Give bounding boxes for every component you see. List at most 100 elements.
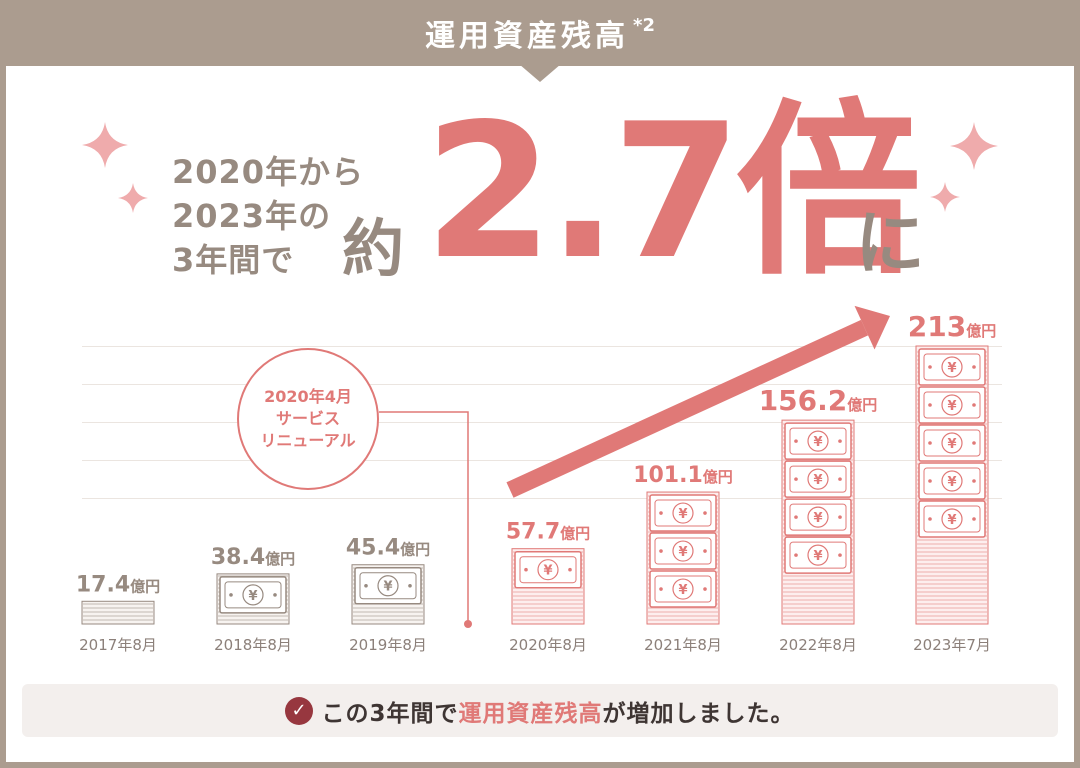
bar xyxy=(81,600,155,625)
footer-text-after: が増加しました。 xyxy=(602,700,795,727)
banknote-border xyxy=(519,556,577,584)
yen-symbol: ¥ xyxy=(813,473,822,488)
banknote-body xyxy=(918,424,986,462)
yen-symbol: ¥ xyxy=(947,475,956,490)
yen-banknote-icon: ¥ xyxy=(918,348,986,386)
yen-banknote-icon: ¥ xyxy=(784,498,852,536)
annotation-line-3: リニューアル xyxy=(260,431,356,450)
banknote-dot xyxy=(703,511,707,515)
yen-symbol: ¥ xyxy=(947,437,956,452)
gridline xyxy=(82,422,1002,423)
banknote-dot xyxy=(972,403,976,407)
banknote-medallion xyxy=(672,578,694,600)
banknote-dot xyxy=(928,365,932,369)
banknote-dot xyxy=(972,479,976,483)
headline-suffix: に xyxy=(855,202,925,284)
x-tick-label: 2018年8月 xyxy=(214,636,292,654)
banknote-body xyxy=(784,460,852,498)
yen-banknote-icon: ¥ xyxy=(649,570,717,608)
banknote-body xyxy=(354,566,422,605)
yen-banknote-icon: ¥ xyxy=(649,532,717,570)
yen-symbol: ¥ xyxy=(947,513,956,528)
headline-line-1: 2020年から xyxy=(172,153,365,191)
banknote-dot xyxy=(408,583,412,588)
banknote-border xyxy=(654,499,712,527)
banknote-border xyxy=(654,575,712,603)
banknote-dot xyxy=(659,587,663,591)
banknote-dot xyxy=(273,593,277,597)
annotation-line-2: サービス xyxy=(275,409,340,428)
headline-period: 2020年から 2023年の 3年間で xyxy=(172,150,372,282)
banknote-border xyxy=(224,581,282,609)
yen-symbol: ¥ xyxy=(947,399,956,414)
yen-symbol: ¥ xyxy=(248,589,257,604)
banknote-dot xyxy=(703,549,707,553)
yen-symbol: ¥ xyxy=(383,580,392,595)
banknote-medallion xyxy=(807,468,829,490)
banknote-dot xyxy=(524,567,528,572)
banknote-medallion xyxy=(377,575,399,597)
x-tick-label: 2019年8月 xyxy=(349,636,427,654)
bar-stack: ¥ xyxy=(351,564,425,625)
yen-banknote-icon: ¥ xyxy=(219,576,287,614)
banknote-dot xyxy=(568,567,572,572)
banknote-body xyxy=(514,550,582,589)
banknote-dot xyxy=(838,553,842,557)
yen-symbol: ¥ xyxy=(813,435,822,450)
banknote-dot xyxy=(928,441,932,445)
header-notch xyxy=(519,64,561,82)
footer-text-before: この3年間で xyxy=(321,700,459,727)
title-text: 運用資産残高 xyxy=(425,19,630,54)
banknote-medallion xyxy=(807,430,829,452)
yen-banknote-icon: ¥ xyxy=(649,494,717,532)
headline-line-3: 3年間で xyxy=(172,241,295,279)
check-circle-icon: ✓ xyxy=(285,696,314,725)
yen-banknote-icon: ¥ xyxy=(918,500,986,538)
banknote-dot xyxy=(928,479,932,483)
trend-arrow-shaft xyxy=(506,319,869,498)
bar-stack: ¥ ¥ ¥ ¥ xyxy=(781,419,855,625)
banknote-border xyxy=(359,572,417,600)
banknote-dot xyxy=(794,439,798,443)
yen-banknote-icon: ¥ xyxy=(784,460,852,498)
yen-symbol: ¥ xyxy=(678,545,687,560)
bar-stack: ¥ xyxy=(216,573,290,625)
x-tick-label: 2022年8月 xyxy=(779,636,857,654)
bar-stack: ¥ ¥ ¥ xyxy=(646,491,720,625)
banknote-border xyxy=(923,467,981,495)
banknote-border xyxy=(654,537,712,565)
banknote-medallion xyxy=(941,508,963,530)
headline-prefix: 約 xyxy=(342,212,405,285)
banknote-medallion xyxy=(672,502,694,524)
banknote-body xyxy=(918,462,986,500)
banknote-medallion xyxy=(242,584,264,606)
banknote-dot xyxy=(659,549,663,553)
yen-banknote-icon: ¥ xyxy=(784,422,852,460)
banknote-medallion xyxy=(941,356,963,378)
banknote-dot xyxy=(229,593,233,597)
banknote-dot xyxy=(794,515,798,519)
banknote-medallion xyxy=(941,470,963,492)
banknote-border xyxy=(789,465,847,493)
banknote-dot xyxy=(928,517,932,521)
sparkle-icon xyxy=(950,122,998,170)
yen-symbol: ¥ xyxy=(947,361,956,376)
headline-multiplier: 2.7倍 xyxy=(424,83,921,300)
banknote-border xyxy=(923,353,981,381)
footer-bar: ✓ この3年間で 運用資産残高 が増加しました。 xyxy=(22,684,1058,737)
banknote-dot xyxy=(972,365,976,369)
banknote-body xyxy=(918,500,986,538)
header-band: 運用資産残高 *2 xyxy=(0,0,1080,66)
banknote-dot xyxy=(794,477,798,481)
banknote-dot xyxy=(794,553,798,557)
headline-line-2: 2023年の xyxy=(172,197,332,235)
yen-banknote-icon: ¥ xyxy=(918,424,986,462)
annotation-connector-dot xyxy=(464,620,472,628)
data-label: 156.2億円 xyxy=(759,384,878,417)
data-label: 45.4億円 xyxy=(346,536,430,561)
banknote-dot xyxy=(659,511,663,515)
sparkle-icon xyxy=(82,122,128,168)
banknote-dot xyxy=(972,517,976,521)
annotation-line-1: 2020年4月 xyxy=(264,387,352,406)
